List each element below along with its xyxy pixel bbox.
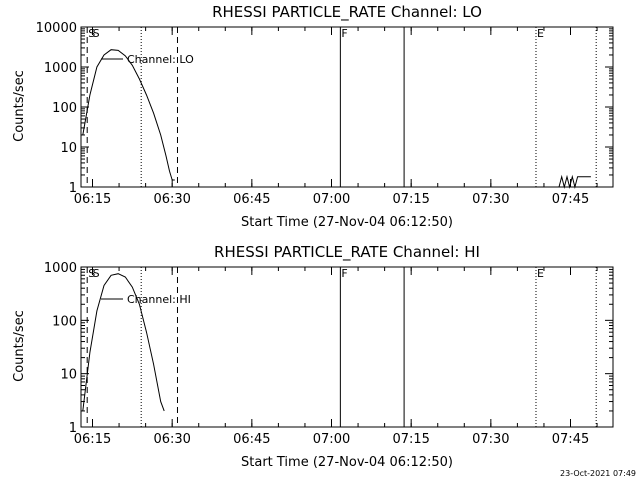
data-series-hi-0 xyxy=(82,273,165,412)
x-tick-label-lo: 07:15 xyxy=(392,192,429,207)
footer-timestamp: 23-Oct-2021 07:49 xyxy=(560,469,636,478)
x-tick-label-lo: 06:30 xyxy=(153,192,190,207)
plot-frame-hi xyxy=(80,266,614,428)
x-tick-label-hi: 07:00 xyxy=(313,432,350,447)
x-tick-label-lo: 06:45 xyxy=(233,192,270,207)
x-tick-label-hi: 06:15 xyxy=(74,432,111,447)
event-label-hi: S xyxy=(88,267,95,280)
x-axis-label-lo: Start Time (27-Nov-04 06:12:50) xyxy=(241,215,453,230)
event-label-lo: E xyxy=(537,27,544,40)
y-tick-label-lo: 1000 xyxy=(44,61,77,76)
x-tick-label-lo: 07:45 xyxy=(552,192,589,207)
x-axis-label-hi: Start Time (27-Nov-04 06:12:50) xyxy=(241,455,453,470)
event-label-hi: S xyxy=(93,267,100,280)
y-tick-label-lo: 100 xyxy=(52,101,77,116)
event-label-hi: E xyxy=(537,267,544,280)
event-label-lo: F xyxy=(341,27,347,40)
x-tick-label-lo: 07:00 xyxy=(313,192,350,207)
event-label-hi: F xyxy=(341,267,347,280)
event-label-lo: S xyxy=(93,27,100,40)
x-tick-label-hi: 07:45 xyxy=(552,432,589,447)
data-series-lo-0 xyxy=(82,49,175,181)
legend-label-hi: Channel: HI xyxy=(127,293,191,306)
chart-title-lo: RHESSI PARTICLE_RATE Channel: LO xyxy=(212,3,482,22)
y-axis-label-hi: Counts/sec xyxy=(12,310,27,382)
x-tick-label-hi: 07:30 xyxy=(472,432,509,447)
y-tick-label-lo: 1 xyxy=(69,181,77,196)
y-tick-label-lo: 10 xyxy=(60,141,77,156)
y-tick-label-hi: 100 xyxy=(52,314,77,329)
plot-frame-lo xyxy=(80,26,614,188)
x-tick-label-lo: 06:15 xyxy=(74,192,111,207)
y-tick-label-hi: 1 xyxy=(69,421,77,436)
y-tick-label-hi: 1000 xyxy=(44,261,77,276)
legend-label-lo: Channel: LO xyxy=(127,53,194,66)
x-tick-label-hi: 06:30 xyxy=(153,432,190,447)
data-series-lo-1 xyxy=(558,174,591,189)
y-axis-label-lo: Counts/sec xyxy=(12,70,27,142)
x-tick-label-hi: 07:15 xyxy=(392,432,429,447)
y-tick-label-hi: 10 xyxy=(60,368,77,383)
chart-title-hi: RHESSI PARTICLE_RATE Channel: HI xyxy=(214,243,480,262)
event-label-lo: S xyxy=(88,27,95,40)
x-tick-label-hi: 06:45 xyxy=(233,432,270,447)
x-tick-label-lo: 07:30 xyxy=(472,192,509,207)
y-tick-label-lo: 10000 xyxy=(36,21,77,36)
